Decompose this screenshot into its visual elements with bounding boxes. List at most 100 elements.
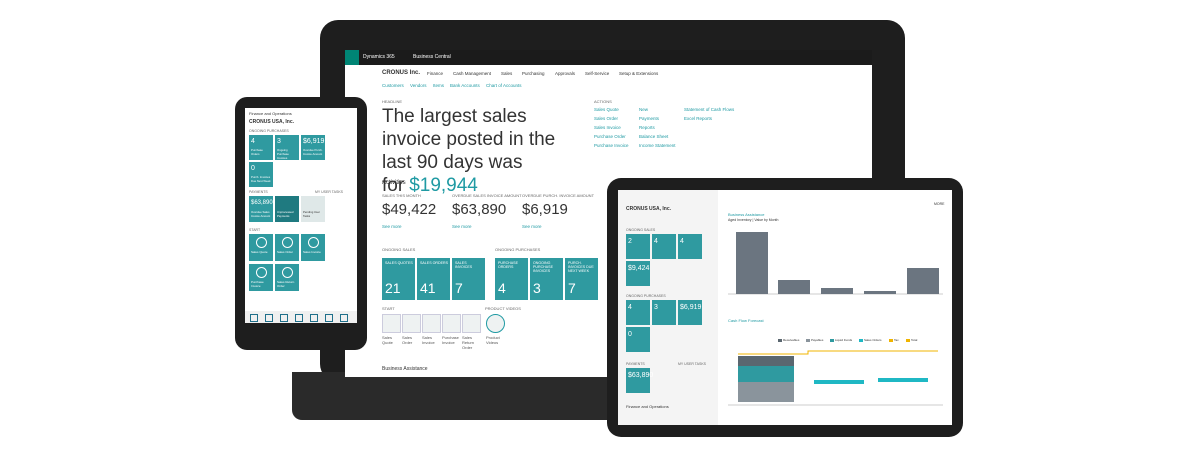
action-link[interactable]: Excel Reports	[684, 116, 713, 121]
start-tile[interactable]: Purchase Invoice	[249, 264, 273, 291]
nav-icon[interactable]	[250, 314, 258, 322]
menu-item[interactable]: Self-Service	[585, 71, 610, 76]
nav-link[interactable]: Customers	[382, 83, 404, 88]
tile-value: 41	[420, 280, 436, 296]
start-tile[interactable]: Sales Invoice	[301, 234, 325, 261]
action-link[interactable]: Income Statement	[639, 143, 676, 148]
start-button[interactable]	[442, 314, 461, 333]
legend-swatch	[830, 339, 834, 342]
tile-label: PURCHASE ORDERS	[498, 261, 518, 269]
start-tile[interactable]: Sales Order	[275, 234, 299, 261]
tile-value: $6,919	[303, 138, 325, 145]
plus-icon	[256, 237, 267, 248]
tile[interactable]: SALES QUOTES 21	[382, 258, 415, 300]
tile: 0 Purch. Invoices Due Next Week	[249, 162, 273, 187]
section-label: PAYMENTS	[626, 362, 645, 366]
action-link[interactable]: Reports	[639, 125, 655, 130]
nav-link[interactable]: Items	[433, 83, 445, 88]
tile: $6,919	[678, 300, 702, 325]
tile-label: Ongoing Purchase Invoices	[277, 148, 289, 160]
kpi-link[interactable]: See more	[382, 224, 402, 229]
legend-label: Liquid Funds	[835, 338, 853, 342]
tile[interactable]: PURCH. INVOICES DUE NEXT WEEK 7	[565, 258, 598, 300]
section-label: MY USER TASKS	[678, 362, 707, 366]
start-tile[interactable]: Sales Return Order	[275, 264, 299, 291]
tile: Unprocessed Payments	[275, 196, 299, 222]
area-shape	[738, 356, 794, 366]
action-link[interactable]: New	[639, 107, 649, 112]
menu-item[interactable]: Sales	[501, 71, 513, 76]
kpi-link[interactable]: See more	[522, 224, 542, 229]
bar-shape	[907, 268, 939, 294]
menu-item[interactable]: Finance	[427, 71, 444, 76]
menu-item[interactable]: Approvals	[555, 71, 576, 76]
action-link[interactable]: Purchase Invoice	[594, 143, 629, 148]
action-link[interactable]: Balance Sheet	[639, 134, 669, 139]
nav-icon[interactable]	[265, 314, 273, 322]
menu-item[interactable]: Setup & Extensions	[619, 71, 659, 76]
start-label: Purchase Invoice	[442, 335, 459, 345]
nav-icon[interactable]	[295, 314, 303, 322]
headline: The largest sales invoice posted in the …	[382, 106, 556, 196]
tile-value: 7	[568, 280, 576, 296]
kpi-link[interactable]: See more	[452, 224, 472, 229]
tile[interactable]: ONGOING PURCHASE INVOICES 3	[530, 258, 563, 300]
aged-inventory-chart	[728, 232, 943, 295]
section-label: PRODUCT VIDEOS	[485, 306, 521, 311]
tile-value: 3	[654, 304, 658, 311]
tile-value: 4	[498, 280, 506, 296]
tile-value: 2	[628, 238, 632, 245]
tile-value: 4	[680, 238, 684, 245]
tile-value: 0	[251, 165, 255, 172]
action-link[interactable]: Purchase Order	[594, 134, 626, 139]
area-shape	[814, 380, 864, 384]
start-tile[interactable]: Sales Quote	[249, 234, 273, 261]
tile: Pending User Tasks	[301, 196, 325, 222]
product-name: Business Central	[413, 54, 451, 60]
tile: 4	[678, 234, 702, 259]
start-button[interactable]	[462, 314, 481, 333]
tile[interactable]: PURCHASE ORDERS 4	[495, 258, 528, 300]
nav-link[interactable]: Bank Accounts	[450, 83, 480, 88]
app-launcher[interactable]	[345, 50, 359, 65]
nav-link[interactable]: Vendors	[410, 83, 427, 88]
nav-link[interactable]: Chart of Accounts	[486, 83, 522, 88]
kpi-value: $49,422	[382, 201, 437, 218]
tile: 3	[652, 300, 676, 325]
start-button[interactable]	[402, 314, 421, 333]
video-button[interactable]	[486, 314, 505, 333]
menu-item[interactable]: Purchasing	[522, 71, 545, 76]
menu-item[interactable]: Cash Management	[453, 71, 492, 76]
start-button[interactable]	[422, 314, 441, 333]
nav-icon[interactable]	[280, 314, 288, 322]
tile-label: PURCH. INVOICES DUE NEXT WEEK	[568, 261, 594, 273]
start-label: Sales Invoice	[422, 335, 435, 345]
kpi-label: OVERDUE PURCH. INVOICE AMOUNT	[522, 193, 595, 198]
more-button[interactable]: MORE	[934, 202, 945, 206]
video-label: Product Videos	[486, 335, 500, 345]
action-link[interactable]: Sales Order	[594, 116, 619, 121]
tile-value: 0	[628, 331, 632, 338]
legend-swatch	[859, 339, 863, 342]
chart-title: Business Assistance	[728, 212, 765, 217]
start-button[interactable]	[382, 314, 401, 333]
tile[interactable]: SALES ORDERS 41	[417, 258, 450, 300]
tile-value: $6,919	[680, 304, 702, 311]
company-name: CRONUS USA, Inc.	[626, 206, 672, 212]
tile-value: 4	[654, 238, 658, 245]
nav-icon[interactable]	[310, 314, 318, 322]
action-link[interactable]: Sales Invoice	[594, 125, 621, 130]
legend-swatch	[778, 339, 782, 342]
legend-label: Tax	[894, 338, 899, 342]
nav-icon[interactable]	[340, 314, 348, 322]
start-label: Sales Quote	[251, 250, 268, 254]
chart-subtitle: Aged Inventory | Value by Month	[728, 218, 779, 222]
nav-icon[interactable]	[325, 314, 333, 322]
action-link[interactable]: Statement of Cash Flows	[684, 107, 735, 112]
tile[interactable]: SALES INVOICES 7	[452, 258, 485, 300]
footer-title: Finance and Operations	[626, 404, 669, 409]
action-link[interactable]: Sales Quote	[594, 107, 619, 112]
action-link[interactable]: Payments	[639, 116, 660, 121]
